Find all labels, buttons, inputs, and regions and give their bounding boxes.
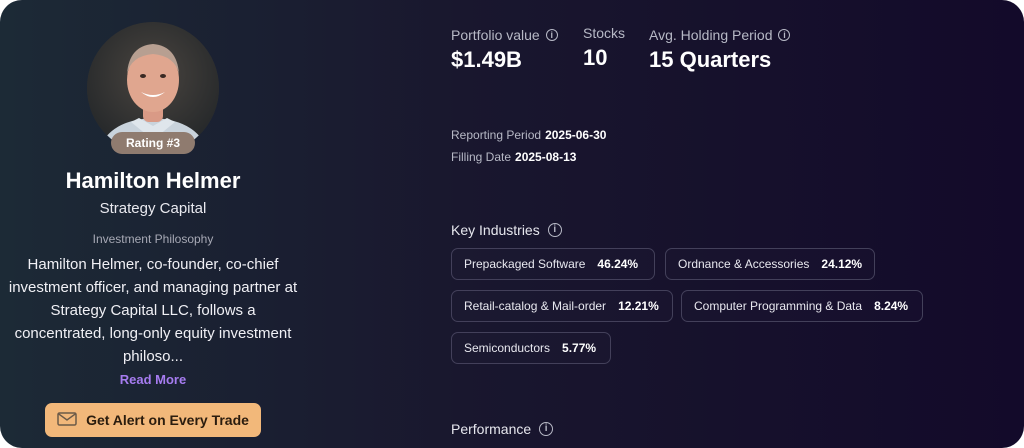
info-icon[interactable]: i xyxy=(545,29,558,41)
philosophy-text: Hamilton Helmer, co-founder, co-chief in… xyxy=(8,256,298,365)
key-industries-title: Key Industries i xyxy=(451,222,562,238)
reporting-period: Reporting Period 2025-06-30 xyxy=(451,128,607,142)
performance-title: Performance i xyxy=(451,421,554,437)
portfolio-value: $1.49B xyxy=(451,47,522,72)
get-alert-button[interactable]: Get Alert on Every Trade xyxy=(45,403,261,437)
holding-period-value: 15 Quarters xyxy=(649,47,772,72)
holding-period-label: Avg. Holding Period i xyxy=(649,27,791,43)
portfolio-value-label: Portfolio value i xyxy=(451,27,558,43)
info-icon[interactable]: i xyxy=(547,223,562,237)
industry-chip[interactable]: Ordnance & Accessories 24.12% xyxy=(665,248,875,280)
stocks-value: 10 xyxy=(583,45,608,70)
industry-chip[interactable]: Retail-catalog & Mail-order 12.21% xyxy=(451,290,673,322)
get-alert-label: Get Alert on Every Trade xyxy=(86,412,249,428)
info-icon[interactable]: i xyxy=(778,29,791,41)
industry-chip[interactable]: Computer Programming & Data 8.24% xyxy=(681,290,923,322)
firm-name: Strategy Capital xyxy=(99,200,207,217)
avatar xyxy=(87,22,219,154)
industry-chip[interactable]: Prepackaged Software 46.24% xyxy=(451,248,655,280)
rating-badge: Rating #3 xyxy=(111,132,195,154)
philosophy-label: Investment Philosophy xyxy=(92,232,214,246)
investor-name: Hamilton Helmer xyxy=(65,168,241,193)
profile-panel: Rating #3 Hamilton Helmer Strategy Capit… xyxy=(0,0,306,448)
mail-icon xyxy=(57,411,77,429)
industry-chip[interactable]: Semiconductors 5.77% xyxy=(451,332,611,364)
stocks-label: Stocks xyxy=(583,25,626,41)
info-icon[interactable]: i xyxy=(539,422,554,436)
filing-date: Filling Date 2025-08-13 xyxy=(451,150,577,164)
read-more-link[interactable]: Read More xyxy=(119,372,187,387)
